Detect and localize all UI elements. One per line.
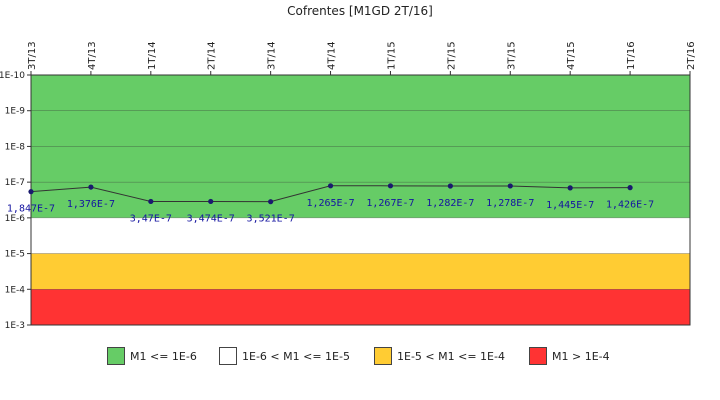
legend-item: 1E-5 < M1 <= 1E-4 xyxy=(374,345,505,367)
data-label: 1,282E-7 xyxy=(426,198,474,209)
x-tick-label: 3T/13 xyxy=(27,41,38,70)
x-tick-label: 2T/16 xyxy=(686,41,697,70)
data-point xyxy=(387,183,394,189)
y-tick-label: 1E-7 xyxy=(5,178,25,188)
plot-frame xyxy=(30,74,691,326)
data-point xyxy=(148,198,154,205)
x-tick-label: 3T/14 xyxy=(267,41,278,70)
x-tick-label: 3T/15 xyxy=(506,41,517,70)
legend-swatch xyxy=(374,347,392,365)
axis-layer: 1E-10 1E-9 1E-8 1E-7 1E-6 1E-5 1E-4 1E-3 3T/13 4T… xyxy=(0,41,697,331)
legend-item: M1 <= 1E-6 xyxy=(107,345,197,367)
legend-label: 1E-5 < M1 <= 1E-4 xyxy=(397,349,505,363)
chart-title: Cofrentes [M1GD 2T/16] xyxy=(287,4,433,18)
legend: M1 <= 1E-6 1E-6 < M1 <= 1E-5 1E-5 < M1 <= … xyxy=(0,345,720,367)
band-1 xyxy=(31,217,690,254)
y-tick-label: 1E-8 xyxy=(5,142,26,152)
data-label: 1,376E-7 xyxy=(67,199,115,210)
x-tick-label: 4T/13 xyxy=(87,41,98,70)
data-label: 3,47E-7 xyxy=(130,213,172,224)
series-layer xyxy=(28,183,633,205)
data-point xyxy=(327,183,334,189)
data-point xyxy=(88,184,94,190)
y-tick-label: 1E-9 xyxy=(5,107,26,117)
legend-item: M1 > 1E-4 xyxy=(529,345,610,367)
x-tick-label: 1T/14 xyxy=(147,41,158,70)
legend-label: 1E-6 < M1 <= 1E-5 xyxy=(242,349,350,363)
data-point xyxy=(447,183,453,189)
data-label: 3,474E-7 xyxy=(187,213,235,224)
y-tick-label: 1E-6 xyxy=(5,214,26,224)
data-point xyxy=(268,199,274,205)
data-label: 1,265E-7 xyxy=(306,198,354,209)
x-tick-label: 4T/15 xyxy=(566,41,577,70)
legend-label: M1 <= 1E-6 xyxy=(130,349,197,363)
y-tick-label: 1E-10 xyxy=(0,71,25,81)
data-point xyxy=(28,189,34,195)
legend-swatch xyxy=(107,347,125,365)
data-point xyxy=(507,183,513,189)
y-tick-label: 1E-3 xyxy=(5,321,25,331)
y-tick-label: 1E-4 xyxy=(5,285,26,295)
data-point xyxy=(567,185,573,191)
data-label: 1,426E-7 xyxy=(606,200,654,211)
x-tick-label: 4T/14 xyxy=(327,41,338,70)
legend-item: 1E-6 < M1 <= 1E-5 xyxy=(219,345,350,367)
data-label: 1,267E-7 xyxy=(366,198,414,209)
labels-layer: 1,847E-7 1,376E-7 3,47E-7 3,474E-7 3,521E-7 1… xyxy=(7,198,654,225)
data-label: 3,521E-7 xyxy=(247,214,295,225)
y-tick-label: 1E-5 xyxy=(5,250,25,260)
data-label: 1,445E-7 xyxy=(546,200,594,211)
legend-label: M1 > 1E-4 xyxy=(552,349,610,363)
x-tick-label: 2T/14 xyxy=(207,41,218,70)
data-point xyxy=(627,185,633,191)
x-tick-label: 1T/15 xyxy=(386,41,397,70)
band-2 xyxy=(31,253,690,290)
x-tick-label: 1T/16 xyxy=(626,41,637,70)
x-tick-label: 2T/15 xyxy=(446,41,457,70)
data-label: 1,278E-7 xyxy=(486,198,534,209)
band-3 xyxy=(31,289,690,325)
data-label: 1,847E-7 xyxy=(7,204,55,215)
legend-swatch xyxy=(219,347,237,365)
legend-swatch xyxy=(529,347,547,365)
data-point xyxy=(208,198,214,205)
